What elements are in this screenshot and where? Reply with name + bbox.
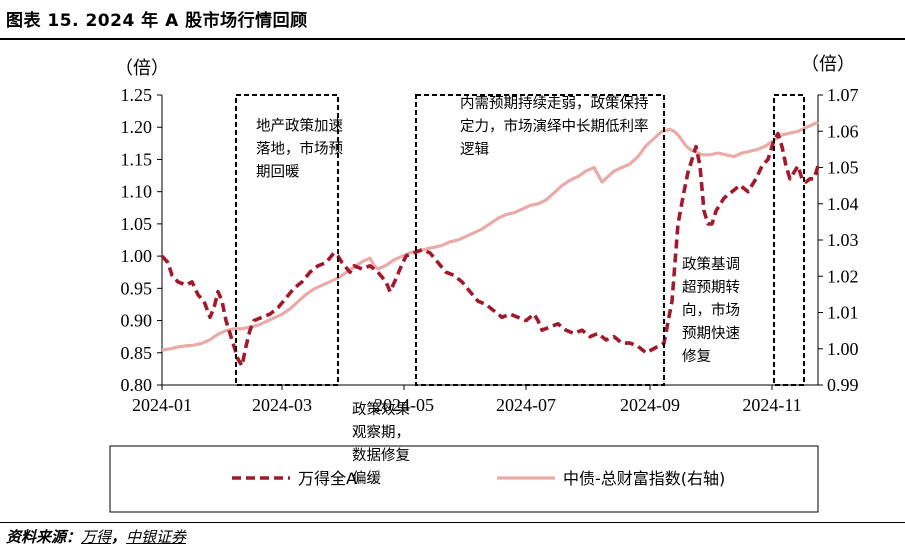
annotation-box-0	[235, 94, 339, 386]
left-tick-label: 1.00	[121, 246, 153, 266]
free-text-1-line-3: 预期快速	[682, 325, 740, 342]
legend-box	[109, 445, 819, 513]
source-note: 资料来源：万得，中银证券	[6, 526, 186, 547]
free-text-0-line-0: 政策效果	[352, 401, 410, 418]
left-tick-label: 0.85	[121, 343, 153, 363]
source-sep: ，	[111, 528, 127, 546]
x-tick-label: 2024-03	[252, 395, 312, 415]
left-tick-label: 1.20	[121, 117, 153, 137]
source-prefix: 资料来源：	[6, 528, 82, 546]
series-layer	[160, 120, 820, 368]
free-text-0-line-3: 偏缓	[352, 470, 381, 487]
free-text-1-line-2: 向，市场	[682, 302, 740, 319]
source-item-0: 万得	[81, 528, 112, 546]
series-line-1	[161, 120, 819, 352]
left-tick-label: 0.90	[121, 311, 153, 331]
box-text-1-line-1: 定力，市场演绎中长期低利率	[460, 118, 649, 135]
box-text-1-line-2: 逻辑	[460, 141, 489, 158]
left-tick-label: 1.25	[121, 85, 153, 105]
x-tick-label: 2024-05	[374, 395, 434, 415]
title-rule	[0, 38, 905, 40]
chart-svg: 1.25 1.20 1.15 1.10 1.05 1.00 0.95 0.90 0.85 0.80…	[109, 54, 859, 513]
box-text-0-line-1: 落地，市场预	[256, 140, 343, 157]
right-tick-label: 1.02	[827, 266, 859, 286]
source-rule	[0, 522, 905, 523]
free-text-1-line-0: 政策基调	[682, 256, 740, 273]
box-text-1-line-0: 内需预期持续走弱，政策保持	[460, 95, 649, 112]
free-text-1-line-1: 超预期转	[682, 279, 740, 296]
x-tick-label: 2024-01	[132, 395, 192, 415]
free-text-0-line-2: 数据修复	[352, 446, 410, 464]
free-text-0-line-1: 观察期，	[352, 423, 410, 441]
annotation-box-1	[415, 94, 665, 386]
figure-title: 图表 15. 2024 年 A 股市场行情回顾	[6, 11, 308, 31]
box-text-0-line-2: 期回暖	[256, 163, 300, 180]
right-tick-label: 1.01	[827, 303, 859, 323]
left-tick-label: 1.05	[121, 214, 153, 234]
x-tick-label: 2024-07	[496, 395, 556, 415]
right-axis-unit: （倍）	[801, 54, 855, 74]
right-tick-label: 1.04	[827, 194, 859, 214]
x-tick-label: 2024-11	[742, 395, 801, 415]
left-tick-label: 1.15	[121, 149, 153, 169]
left-tick-label: 1.10	[121, 182, 153, 202]
left-axis-unit: （倍）	[115, 58, 169, 78]
free-text-1-line-4: 修复	[682, 347, 711, 365]
legend-label-0: 万得全A	[298, 469, 357, 488]
source-item-1: 中银证券	[126, 528, 187, 546]
axes-group: 1.25 1.20 1.15 1.10 1.05 1.00 0.95 0.90 0.85 0.80…	[115, 54, 859, 415]
right-tick-label: 1.03	[827, 230, 859, 250]
right-tick-label: 1.05	[827, 158, 859, 178]
box-text-0-line-0: 地产政策加速	[256, 117, 343, 134]
annotation-boxes	[235, 94, 805, 386]
legend-label-1: 中债-总财富指数(右轴)	[563, 469, 725, 488]
right-tick-label: 1.07	[827, 85, 859, 105]
right-tick-label: 0.99	[827, 375, 859, 395]
right-tick-label: 1.00	[827, 339, 859, 359]
right-tick-label: 1.06	[827, 121, 859, 141]
left-tick-label: 0.80	[121, 375, 153, 395]
legend: 万得全A 中债-总财富指数(右轴)	[109, 445, 819, 513]
left-tick-label: 0.95	[121, 278, 153, 298]
x-tick-label: 2024-09	[620, 395, 680, 415]
